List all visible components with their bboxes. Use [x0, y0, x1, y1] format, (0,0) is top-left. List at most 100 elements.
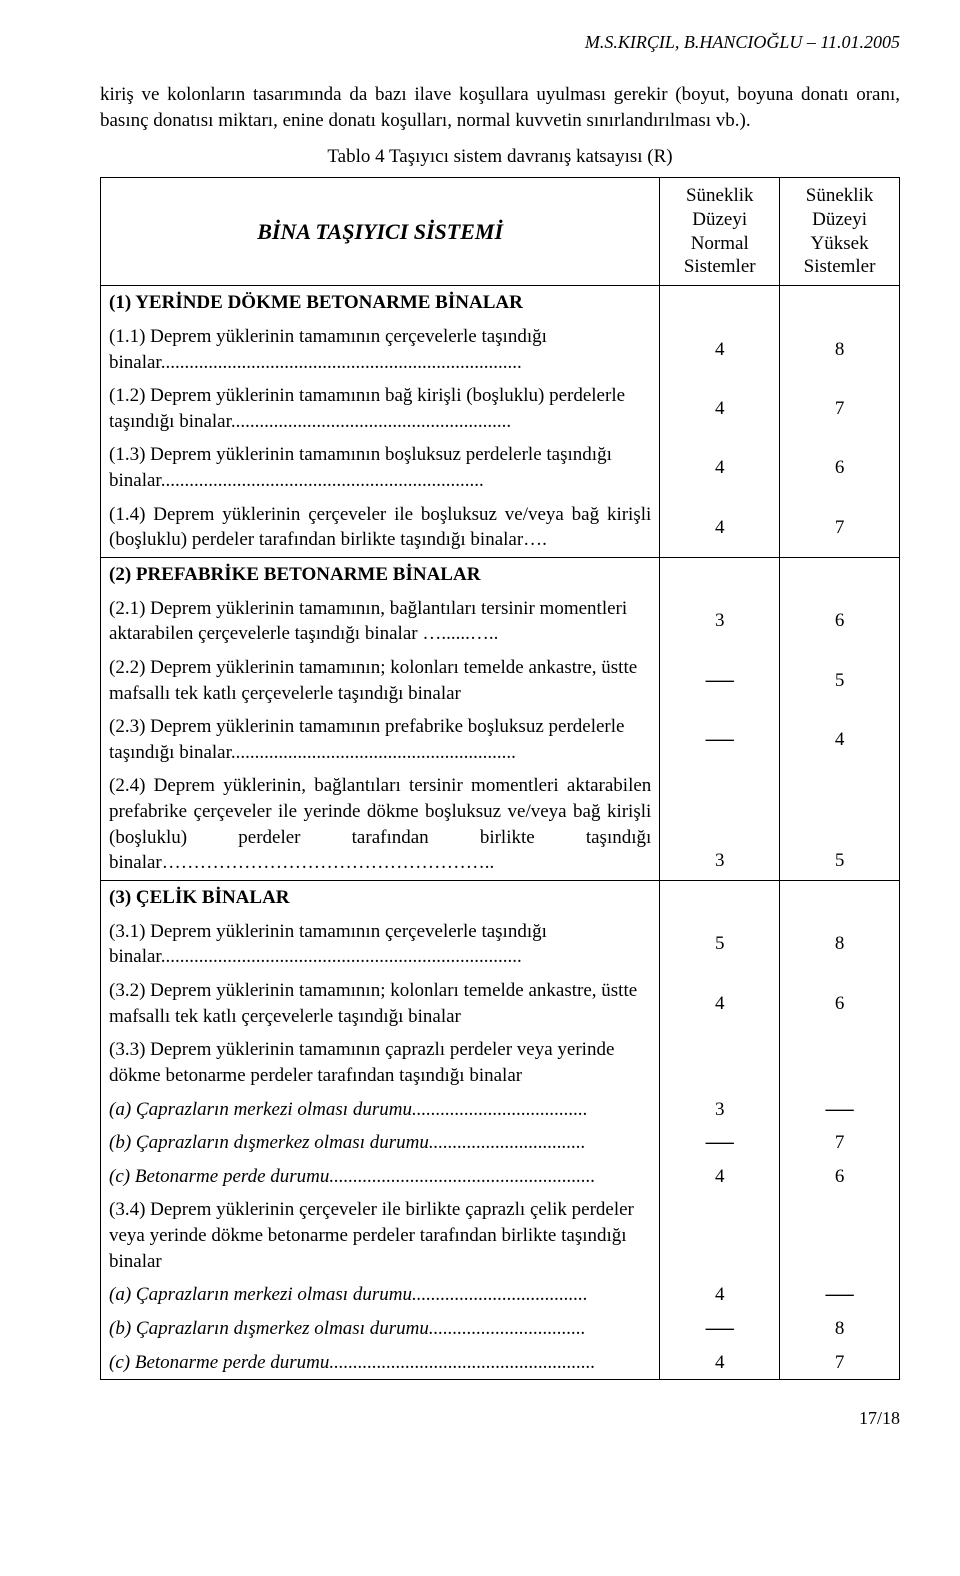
table-row-sub: (a) Çaprazların merkezi olması durumu...…	[101, 1278, 900, 1312]
row-value-normal: 3	[660, 592, 780, 651]
row-label: (b) Çaprazların dışmerkez olması durumu.…	[101, 1312, 660, 1346]
cell-empty	[660, 286, 780, 320]
dash-icon: —	[706, 1126, 734, 1157]
row-value-normal: —	[660, 1312, 780, 1346]
row-label: (2.3) Deprem yüklerinin tamamının prefab…	[101, 710, 660, 769]
row-value-normal: —	[660, 1126, 780, 1160]
cell-empty	[780, 286, 900, 320]
row-label: (1.3) Deprem yüklerinin tamamının boşluk…	[101, 438, 660, 497]
row-label: (2.4) Deprem yüklerinin, bağlantıları te…	[101, 769, 660, 880]
row-value-high: 5	[780, 769, 900, 880]
section-2-title: (2) PREFABRİKE BETONARME BİNALAR	[101, 557, 660, 591]
row-label: (2.1) Deprem yüklerinin tamamının, bağla…	[101, 592, 660, 651]
dash-icon: —	[706, 664, 734, 695]
section-3-head: (3) ÇELİK BİNALAR	[101, 881, 900, 915]
row-value-normal: 4	[660, 320, 780, 379]
dash-icon: —	[826, 1093, 854, 1124]
section-1-head: (1) YERİNDE DÖKME BETONARME BİNALAR	[101, 286, 900, 320]
coefficient-table: BİNA TAŞIYICI SİSTEMİ Süneklik Düzeyi No…	[100, 177, 900, 1380]
row-label: (a) Çaprazların merkezi olması durumu...…	[101, 1278, 660, 1312]
row-value-high: 5	[780, 651, 900, 710]
header-col-high: Süneklik Düzeyi Yüksek Sistemler	[780, 178, 900, 286]
row-value-high: 6	[780, 974, 900, 1033]
page-header: M.S.KIRÇIL, B.HANCIOĞLU – 11.01.2005	[100, 30, 900, 54]
row-value-high: —	[780, 1093, 900, 1127]
row-value-normal: 4	[660, 379, 780, 438]
table-row: (2.2) Deprem yüklerinin tamamının; kolon…	[101, 651, 900, 710]
table-row: (2.4) Deprem yüklerinin, bağlantıları te…	[101, 769, 900, 880]
table-row-sub: (c) Betonarme perde durumu..............…	[101, 1346, 900, 1380]
table-row-sub: (a) Çaprazların merkezi olması durumu...…	[101, 1093, 900, 1127]
row-label: (b) Çaprazların dışmerkez olması durumu.…	[101, 1126, 660, 1160]
row-label: (c) Betonarme perde durumu..............…	[101, 1346, 660, 1380]
cell-empty	[660, 1193, 780, 1278]
row-value-high: 8	[780, 320, 900, 379]
dash-icon: —	[826, 1278, 854, 1309]
row-value-normal: 4	[660, 1346, 780, 1380]
row-value-normal: 3	[660, 1093, 780, 1127]
table-row: (1.3) Deprem yüklerinin tamamının boşluk…	[101, 438, 900, 497]
page-number: 17/18	[100, 1406, 900, 1430]
row-value-normal: 5	[660, 915, 780, 974]
row-label: (3.2) Deprem yüklerinin tamamının; kolon…	[101, 974, 660, 1033]
row-value-high: 7	[780, 1346, 900, 1380]
row-value-normal: —	[660, 651, 780, 710]
table-caption: Tablo 4 Taşıyıcı sistem davranış katsayı…	[100, 144, 900, 170]
section-1-title: (1) YERİNDE DÖKME BETONARME BİNALAR	[101, 286, 660, 320]
section-2-head: (2) PREFABRİKE BETONARME BİNALAR	[101, 557, 900, 591]
row-label: (2.2) Deprem yüklerinin tamamının; kolon…	[101, 651, 660, 710]
row-value-high: 4	[780, 710, 900, 769]
row-value-normal: 4	[660, 438, 780, 497]
header-col-high-label: Süneklik Düzeyi Yüksek Sistemler	[804, 185, 876, 277]
cell-empty	[660, 557, 780, 591]
row-label: (1.2) Deprem yüklerinin tamamının bağ ki…	[101, 379, 660, 438]
row-value-high: 6	[780, 592, 900, 651]
cell-empty	[660, 881, 780, 915]
table-row: (1.2) Deprem yüklerinin tamamının bağ ki…	[101, 379, 900, 438]
row-label: (1.4) Deprem yüklerinin çerçeveler ile b…	[101, 498, 660, 558]
row-value-normal: 4	[660, 498, 780, 558]
cell-empty	[780, 1033, 900, 1092]
table-row-lead: (3.4) Deprem yüklerinin çerçeveler ile b…	[101, 1193, 900, 1278]
row-value-high: —	[780, 1278, 900, 1312]
row-value-high: 8	[780, 915, 900, 974]
row-value-normal: 3	[660, 769, 780, 880]
row-value-high: 6	[780, 438, 900, 497]
cell-empty	[780, 557, 900, 591]
row-label: (3.3) Deprem yüklerinin tamamının çapraz…	[101, 1033, 660, 1092]
row-value-normal: 4	[660, 974, 780, 1033]
header-col-normal: Süneklik Düzeyi Normal Sistemler	[660, 178, 780, 286]
row-label: (c) Betonarme perde durumu..............…	[101, 1160, 660, 1194]
header-main: BİNA TAŞIYICI SİSTEMİ	[101, 178, 660, 286]
row-label: (3.4) Deprem yüklerinin çerçeveler ile b…	[101, 1193, 660, 1278]
cell-empty	[780, 1193, 900, 1278]
table-row: (2.1) Deprem yüklerinin tamamının, bağla…	[101, 592, 900, 651]
dash-icon: —	[706, 1312, 734, 1343]
row-label: (3.1) Deprem yüklerinin tamamının çerçev…	[101, 915, 660, 974]
row-value-high: 7	[780, 1126, 900, 1160]
table-row: (3.1) Deprem yüklerinin tamamının çerçev…	[101, 915, 900, 974]
row-value-high: 7	[780, 379, 900, 438]
row-value-normal: 4	[660, 1160, 780, 1194]
header-col-normal-label: Süneklik Düzeyi Normal Sistemler	[684, 185, 756, 277]
table-row: (2.3) Deprem yüklerinin tamamının prefab…	[101, 710, 900, 769]
row-label: (1.1) Deprem yüklerinin tamamının çerçev…	[101, 320, 660, 379]
row-value-high: 7	[780, 498, 900, 558]
table-row: (1.4) Deprem yüklerinin çerçeveler ile b…	[101, 498, 900, 558]
table-row-sub: (b) Çaprazların dışmerkez olması durumu.…	[101, 1312, 900, 1346]
intro-paragraph: kiriş ve kolonların tasarımında da bazı …	[100, 82, 900, 133]
row-value-high: 6	[780, 1160, 900, 1194]
row-label: (a) Çaprazların merkezi olması durumu...…	[101, 1093, 660, 1127]
row-value-normal: 4	[660, 1278, 780, 1312]
table-row-lead: (3.3) Deprem yüklerinin tamamının çapraz…	[101, 1033, 900, 1092]
section-3-title: (3) ÇELİK BİNALAR	[101, 881, 660, 915]
dash-icon: —	[706, 723, 734, 754]
table-row: (1.1) Deprem yüklerinin tamamının çerçev…	[101, 320, 900, 379]
table-row-sub: (b) Çaprazların dışmerkez olması durumu.…	[101, 1126, 900, 1160]
row-value-high: 8	[780, 1312, 900, 1346]
cell-empty	[780, 881, 900, 915]
cell-empty	[660, 1033, 780, 1092]
table-row: (3.2) Deprem yüklerinin tamamının; kolon…	[101, 974, 900, 1033]
table-row-sub: (c) Betonarme perde durumu..............…	[101, 1160, 900, 1194]
row-value-normal: —	[660, 710, 780, 769]
